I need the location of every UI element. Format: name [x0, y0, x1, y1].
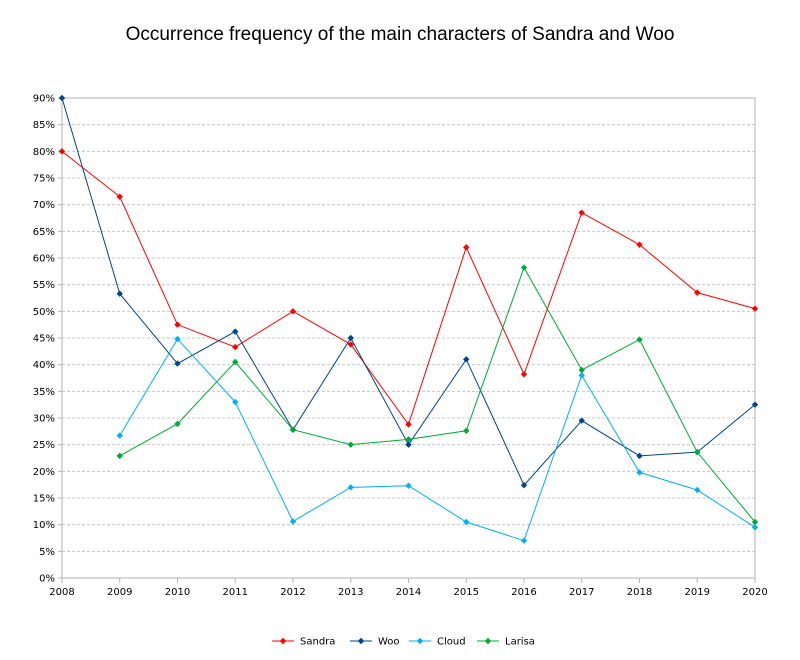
- legend-marker-sandra: [279, 637, 287, 645]
- x-tick-label: 2011: [223, 587, 248, 598]
- data-point-sandra: [520, 371, 528, 378]
- data-point-sandra: [751, 305, 759, 312]
- y-tick-label: 10%: [33, 520, 55, 531]
- legend-label-woo: Woo: [378, 637, 400, 648]
- data-point-sandra: [232, 343, 239, 351]
- data-point-larisa: [578, 366, 585, 374]
- data-point-sandra: [578, 209, 585, 216]
- data-point-woo: [58, 94, 66, 102]
- data-point-woo: [116, 290, 123, 297]
- series-line-cloud: [119, 338, 756, 542]
- data-point-sandra: [174, 321, 181, 328]
- y-tick-label: 75%: [33, 174, 55, 185]
- x-tick-label: 2015: [454, 587, 479, 598]
- legend-label-sandra: Sandra: [300, 637, 335, 648]
- x-tick-label: 2013: [338, 587, 363, 598]
- y-tick-label: 40%: [33, 360, 55, 371]
- data-point-cloud: [347, 484, 354, 491]
- data-point-woo: [636, 452, 643, 460]
- x-tick-label: 2012: [280, 587, 305, 598]
- data-point-sandra: [694, 289, 701, 296]
- data-point-woo: [347, 334, 354, 342]
- x-tick-label: 2020: [742, 587, 767, 598]
- data-point-larisa: [636, 336, 643, 343]
- y-tick-label: 5%: [39, 547, 55, 558]
- y-tick-label: 25%: [33, 440, 55, 451]
- y-tick-label: 45%: [33, 334, 55, 345]
- legend-marker-cloud: [416, 637, 424, 645]
- data-point-woo: [232, 328, 239, 335]
- data-point-larisa: [405, 436, 412, 443]
- y-tick-label: 30%: [33, 414, 55, 425]
- data-point-cloud: [636, 469, 643, 476]
- data-point-woo: [520, 482, 528, 489]
- y-tick-label: 60%: [33, 254, 55, 265]
- legend-label-cloud: Cloud: [437, 637, 466, 648]
- x-tick-label: 2008: [49, 587, 74, 598]
- data-point-woo: [751, 401, 759, 408]
- data-point-cloud: [520, 537, 528, 544]
- y-tick-label: 50%: [33, 307, 55, 318]
- data-point-sandra: [463, 244, 470, 251]
- y-tick-label: 55%: [33, 280, 55, 291]
- data-point-woo: [578, 417, 585, 424]
- x-tick-label: 2017: [569, 587, 594, 598]
- series-line-larisa: [119, 266, 756, 523]
- y-tick-label: 0%: [39, 574, 55, 585]
- data-point-larisa: [520, 264, 528, 271]
- data-point-sandra: [347, 341, 354, 348]
- legend-marker-larisa: [484, 637, 492, 645]
- y-tick-label: 15%: [33, 494, 55, 505]
- data-point-cloud: [232, 398, 239, 406]
- y-tick-label: 65%: [33, 227, 55, 238]
- x-tick-label: 2010: [165, 587, 190, 598]
- y-tick-label: 35%: [33, 387, 55, 398]
- y-tick-label: 70%: [33, 200, 55, 211]
- data-point-cloud: [463, 518, 470, 526]
- x-tick-label: 2016: [511, 587, 536, 598]
- data-point-larisa: [463, 427, 470, 434]
- data-point-cloud: [174, 335, 181, 343]
- y-tick-label: 85%: [33, 120, 55, 131]
- y-tick-label: 90%: [33, 94, 55, 105]
- x-tick-label: 2018: [627, 587, 652, 598]
- data-point-cloud: [694, 486, 701, 494]
- data-point-sandra: [116, 193, 123, 200]
- data-point-larisa: [751, 518, 759, 526]
- data-point-cloud: [578, 372, 585, 379]
- data-point-cloud: [751, 524, 759, 531]
- legend-label-larisa: Larisa: [505, 637, 535, 648]
- y-tick-label: 80%: [33, 147, 55, 158]
- data-point-sandra: [58, 148, 66, 155]
- y-tick-label: 20%: [33, 467, 55, 478]
- data-point-sandra: [289, 308, 297, 315]
- data-point-cloud: [405, 482, 412, 489]
- x-tick-label: 2014: [396, 587, 421, 598]
- legend-marker-woo: [357, 637, 365, 645]
- data-point-larisa: [232, 358, 239, 366]
- data-point-sandra: [636, 241, 643, 248]
- x-tick-label: 2009: [107, 587, 132, 598]
- data-point-woo: [463, 356, 470, 363]
- chart-title: Occurrence frequency of the main charact…: [125, 24, 675, 45]
- x-tick-label: 2019: [685, 587, 710, 598]
- data-point-larisa: [289, 426, 297, 433]
- data-point-woo: [174, 360, 181, 367]
- data-point-larisa: [174, 420, 181, 428]
- data-point-cloud: [116, 432, 123, 439]
- data-point-woo: [405, 441, 412, 448]
- data-point-sandra: [405, 421, 412, 428]
- data-point-larisa: [694, 448, 701, 456]
- data-point-cloud: [289, 518, 297, 525]
- data-point-larisa: [116, 452, 123, 460]
- data-point-larisa: [347, 441, 354, 448]
